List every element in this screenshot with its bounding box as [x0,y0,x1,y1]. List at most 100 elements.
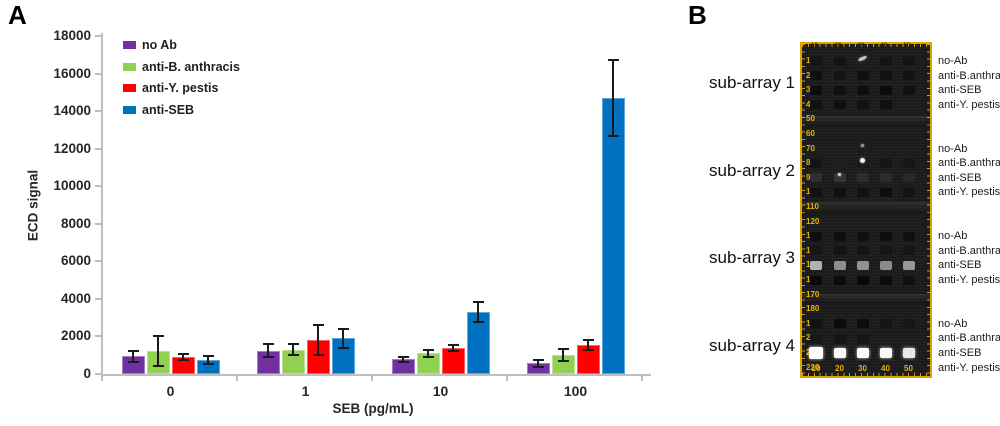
array-spot [810,333,822,343]
error-bar [477,301,479,323]
array-streak [802,294,930,304]
array-spot [879,85,892,95]
array-spot [856,71,869,81]
y-axis-tick [95,110,101,113]
x-category-label: 0 [166,383,175,399]
error-bar-cap-top [472,300,484,303]
error-bar-cap-top [262,342,274,345]
antibody-row-label: no-Ab [938,142,968,155]
array-right-ticks [927,44,930,376]
array-spot [856,144,869,154]
array-spot [809,347,823,359]
y-tick-label: 4000 [60,290,91,306]
array-spot [856,246,869,256]
array-spot [902,173,915,183]
legend-item: anti-SEB [123,103,263,117]
error-bar [427,349,429,358]
array-spot [810,71,822,81]
error-bar [182,354,184,361]
ruler-number-left: 110 [806,202,819,211]
legend-swatch [123,62,136,71]
array-left-ticks [802,44,805,376]
array-spot [833,231,846,241]
error-bar-cap-bottom [472,321,484,324]
antibody-row-label: anti-B.anthracis [938,332,1000,345]
ruler-number-top: 20 [834,43,842,49]
error-bar-cap-top [607,59,619,62]
legend-label: anti-B. anthracis [142,59,240,74]
error-bar-cap-top [447,343,459,346]
array-spot [833,173,846,183]
x-axis-title: SEB (pg/mL) [332,401,414,416]
array-spot [902,231,915,241]
array-spot [810,246,822,256]
legend-item: anti-Y. pestis [123,81,263,95]
array-spot [902,319,915,329]
error-bar-cap-bottom [557,360,569,363]
array-bright-speck [857,54,868,62]
array-spot [810,319,822,329]
y-axis-tick [95,297,101,300]
array-spot [810,260,822,270]
error-bar-cap-bottom [422,356,434,359]
bar-anti-seb [601,97,625,374]
antibody-row-label: anti-B.anthracis [938,69,1000,82]
array-spot [856,231,869,241]
antibody-row-label: no-Ab [938,55,968,67]
error-bar-cap-top [337,327,349,330]
error-bar-cap-top [557,348,569,351]
y-axis-tick [95,185,101,188]
error-bar [562,349,564,362]
array-spot [856,275,869,285]
ruler-number-top: 40 [880,43,888,49]
array-spot [833,246,846,256]
subarray-label: sub-array 2 [709,160,795,180]
y-tick-label: 2000 [60,328,91,344]
array-spot [833,348,846,358]
error-bar [267,343,269,358]
legend-label: no Ab [142,38,177,52]
legend-swatch [123,106,136,115]
antibody-row-label: no-Ab [938,230,968,243]
error-bar-cap-top [397,355,409,358]
array-spot [856,348,869,358]
ruler-number-top: 10 [811,43,818,49]
array-spot [879,348,892,358]
y-tick-label: 14000 [53,103,91,119]
array-spot [902,71,915,81]
legend: no Ab anti-B. anthracis anti-Y. pestis anti… [123,38,263,130]
ruler-number-left: 180 [806,304,820,314]
array-spot [810,275,822,285]
legend-label: anti-Y. pestis [142,81,219,96]
error-bar-cap-top [422,348,434,351]
x-axis-tick [371,376,373,381]
array-spot [879,231,892,241]
x-axis-tick [236,376,238,381]
x-category-label: 10 [432,383,449,399]
error-bar-cap-bottom [312,354,324,357]
antibody-row-label: anti-Y. pestis [938,274,1000,286]
error-bar-cap-bottom [337,346,349,349]
array-spot [879,158,892,168]
array-spot [810,173,822,183]
array-spot [902,260,915,270]
array-spot [856,319,869,329]
error-bar-cap-top [582,339,594,342]
array-spot [810,187,822,197]
ruler-number-left: 70 [806,143,815,153]
subarray-label: sub-array 4 [709,335,795,355]
array-spot [879,71,892,81]
antibody-row-label: anti-SEB [938,171,982,184]
array-bright-speck [861,144,864,148]
error-bar-cap-bottom [447,349,459,352]
array-spot [902,158,915,168]
error-bar [537,359,539,368]
array-spot [810,158,822,168]
ruler-number-top: 30 [857,43,865,49]
legend-item: anti-B. anthracis [123,60,263,74]
array-spot [810,56,822,66]
error-bar-cap-bottom [127,360,139,363]
error-bar [452,344,454,351]
y-axis-tick [95,335,101,338]
error-bar-cap-top [152,334,164,337]
